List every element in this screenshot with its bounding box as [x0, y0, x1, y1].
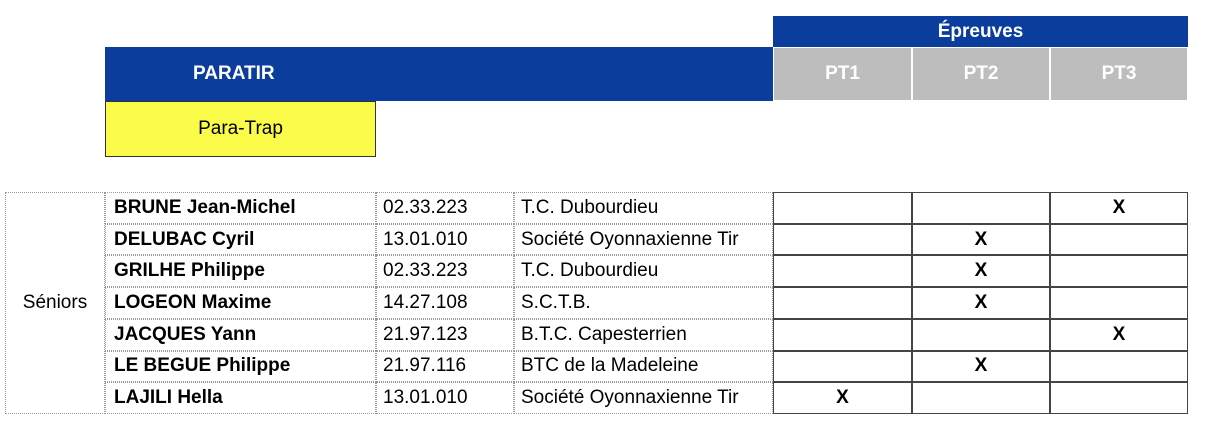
license: 21.97.123: [376, 318, 514, 351]
category: Séniors: [5, 192, 105, 414]
group-header: Épreuves: [773, 16, 1188, 47]
player-name: DELUBAC Cyril: [105, 223, 376, 256]
event-mark: [1050, 350, 1188, 383]
event-mark: [1050, 287, 1188, 319]
event-header: PT2: [912, 47, 1050, 101]
discipline: Para-Trap: [105, 101, 376, 157]
license: 21.97.116: [376, 350, 514, 383]
event-mark: X: [773, 382, 912, 414]
event-header: PT1: [773, 47, 912, 101]
event-mark: [773, 350, 912, 383]
event-mark: [773, 287, 912, 319]
event-mark: X: [912, 287, 1050, 319]
event-mark: X: [912, 223, 1050, 256]
title-bar: PARATIR: [105, 47, 773, 101]
event-mark: [773, 223, 912, 256]
event-mark: [1050, 382, 1188, 414]
license: 13.01.010: [376, 223, 514, 256]
event-mark: [773, 255, 912, 288]
player-name: GRILHE Philippe: [105, 255, 376, 288]
club: T.C. Dubourdieu: [514, 192, 773, 224]
player-name: JACQUES Yann: [105, 318, 376, 351]
event-mark: X: [912, 255, 1050, 288]
club: Société Oyonnaxienne Tir: [514, 382, 773, 414]
event-mark: [773, 192, 912, 224]
event-header: PT3: [1050, 47, 1188, 101]
event-mark: [912, 318, 1050, 351]
license: 13.01.010: [376, 382, 514, 414]
license: 02.33.223: [376, 255, 514, 288]
event-mark: [1050, 223, 1188, 256]
player-name: LOGEON Maxime: [105, 287, 376, 319]
license: 02.33.223: [376, 192, 514, 224]
player-name: LE BEGUE Philippe: [105, 350, 376, 383]
event-mark: [912, 382, 1050, 414]
player-name: BRUNE Jean-Michel: [105, 192, 376, 224]
license: 14.27.108: [376, 287, 514, 319]
event-mark: [1050, 255, 1188, 288]
event-mark: [912, 192, 1050, 224]
event-mark: X: [912, 350, 1050, 383]
club: T.C. Dubourdieu: [514, 255, 773, 288]
event-mark: X: [1050, 318, 1188, 351]
club: BTC de la Madeleine: [514, 350, 773, 383]
player-name: LAJILI Hella: [105, 382, 376, 414]
club: S.C.T.B.: [514, 287, 773, 319]
event-mark: X: [1050, 192, 1188, 224]
club: B.T.C. Capesterrien: [514, 318, 773, 351]
club: Société Oyonnaxienne Tir: [514, 223, 773, 256]
event-mark: [773, 318, 912, 351]
